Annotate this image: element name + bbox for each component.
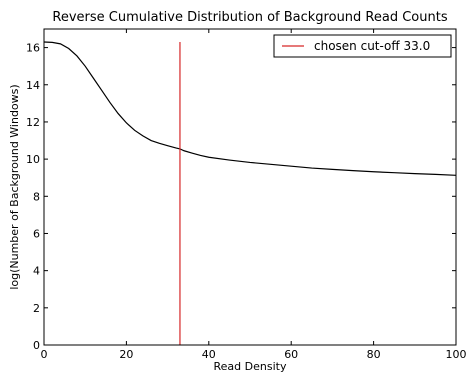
y-tick-label: 10: [26, 153, 40, 166]
y-tick-label: 6: [33, 227, 40, 240]
y-tick-label: 14: [26, 79, 40, 92]
x-tick-label: 60: [284, 348, 298, 361]
y-axis: 0 2 4 6 8 10 12 14 16: [26, 42, 456, 352]
x-tick-label: 40: [202, 348, 216, 361]
legend: chosen cut-off 33.0: [273, 34, 452, 58]
x-axis-label: Read Density: [214, 360, 287, 373]
x-tick-label: 100: [446, 348, 467, 361]
plot-area: [43, 41, 457, 345]
x-axis: 0 20 40 60 80 100: [41, 29, 467, 361]
y-tick-label: 2: [33, 302, 40, 315]
chart-title: Reverse Cumulative Distribution of Backg…: [52, 10, 447, 25]
plot-frame: [43, 28, 457, 346]
y-tick-label: 8: [33, 190, 40, 203]
y-tick-label: 4: [33, 265, 40, 278]
x-tick-label: 80: [367, 348, 381, 361]
y-tick-label: 16: [26, 42, 40, 55]
legend-box: [273, 34, 452, 58]
y-axis-label: log(Number of Background Windows): [8, 84, 21, 289]
x-tick-label: 20: [119, 348, 133, 361]
series-line-0: [43, 41, 457, 176]
y-tick-label: 0: [33, 339, 40, 352]
legend-label-cutoff: chosen cut-off 33.0: [314, 39, 430, 53]
y-tick-label: 12: [26, 116, 40, 129]
x-tick-label: 0: [41, 348, 48, 361]
